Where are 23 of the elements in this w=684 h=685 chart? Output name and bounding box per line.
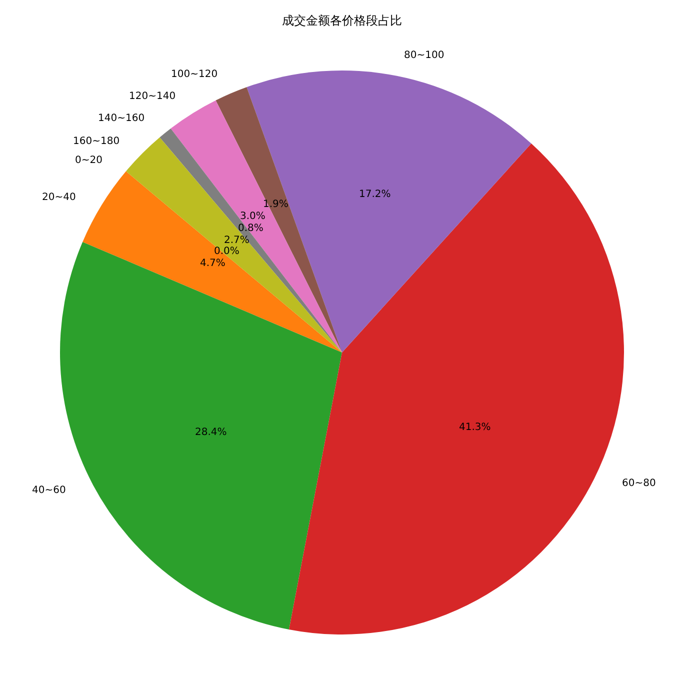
slice-label: 100~120 [171, 69, 218, 80]
pie-slice [126, 137, 342, 352]
pie-slice [82, 171, 342, 352]
pie-slice [160, 128, 342, 352]
data-label: 4.7% [200, 258, 226, 269]
chart-title: 成交金额各价格段占比 [282, 13, 402, 28]
category-label: 0~20 [75, 155, 102, 166]
pie-slice [288, 143, 624, 634]
data-label: 3.0% [240, 211, 266, 222]
slice-label: 60~80 [622, 478, 656, 489]
pie-slice [170, 100, 342, 352]
slice-label: 120~140 [129, 91, 176, 102]
data-label: 0.8% [238, 223, 264, 234]
text: 0.0% [214, 246, 240, 257]
data-label: 28.4% [195, 427, 227, 438]
slice-label: 40~60 [32, 485, 66, 496]
data-label: 2.7% [224, 235, 250, 246]
slice-label: 160~180 [73, 136, 120, 147]
data-label: 41.3% [459, 422, 491, 433]
data-label: 17.2% [359, 189, 391, 200]
slice-label: 80~100 [404, 50, 444, 61]
slice-label: 140~160 [98, 113, 145, 124]
slice-label: 20~40 [42, 192, 76, 203]
